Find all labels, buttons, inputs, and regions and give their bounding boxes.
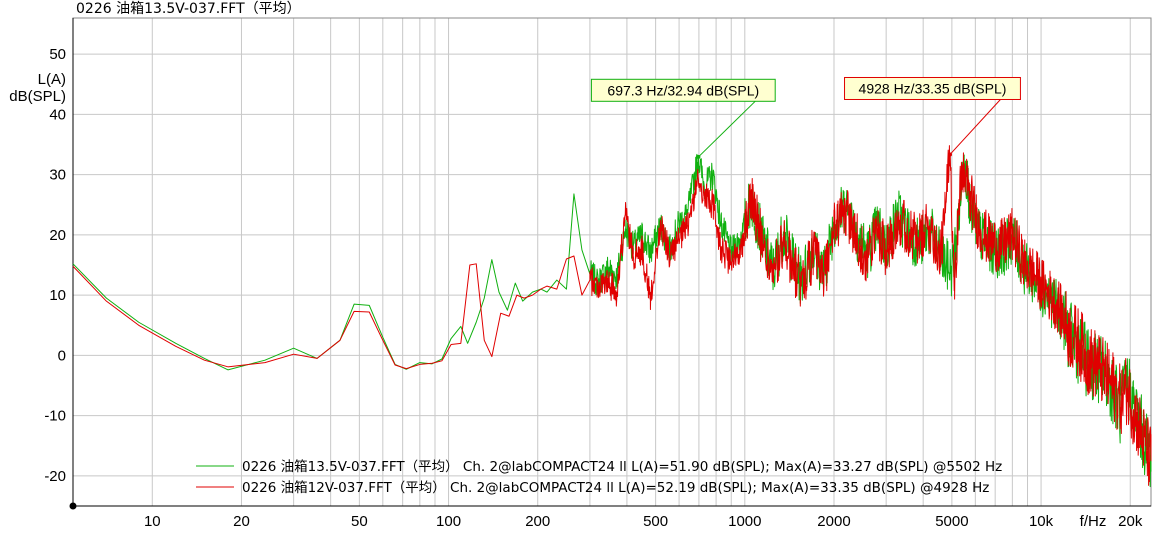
y-axis: 50 40 30 20 10 0 -10 -20 [44,46,66,485]
y-tick-label: 40 [49,106,66,123]
series-layer [72,145,1152,488]
x-axis-label: f/Hz [1080,513,1107,530]
x-tick-label: 20k [1118,513,1143,530]
annotation-box [844,76,1021,100]
annotation-text: 697.3 Hz/32.94 dB(SPL) [607,82,759,98]
x-tick-label: 10k [1029,513,1054,530]
y-tick-label: 50 [49,46,66,63]
y-tick-label: 30 [49,167,66,184]
legend-label-2: 0226 油箱12V-037.FFT（平均） Ch. 2@labCOMPACT2… [242,480,989,496]
chart-title: 0226 油箱13.5V-037.FFT（平均） [76,1,301,17]
y-axis-label-line1: L(A) [38,71,66,88]
x-tick-label: 100 [436,513,461,530]
series-line-1 [72,153,1152,488]
x-tick-label: 1000 [728,513,761,530]
legend-label-1: 0226 油箱13.5V-037.FFT（平均） Ch. 2@labCOMPAC… [242,459,1002,475]
y-tick-label: 0 [58,347,66,364]
annotation-box [590,78,776,102]
plot-frame [72,17,1152,507]
x-tick-label: 10 [144,513,161,530]
y-tick-label: -20 [44,468,66,485]
x-tick-label: 5000 [935,513,968,530]
x-tick-label: 20 [233,513,250,530]
peak-annotation-2: 4928 Hz/33.35 dB(SPL) [844,76,1021,157]
annotation-marker [696,154,701,159]
y-axis-label-line2: dB(SPL) [9,88,66,105]
y-tick-label: 20 [49,227,66,244]
annotation-marker [948,152,953,157]
annotation-leader [698,100,756,158]
legend: 0226 油箱13.5V-037.FFT（平均） Ch. 2@labCOMPAC… [196,459,1002,496]
annotation-leader [949,99,1001,155]
x-axis: 10 20 50 100 200 500 1000 2000 5000 10k 20k [144,513,1143,530]
axis-origin-dot [69,502,77,510]
x-tick-label: 500 [643,513,668,530]
x-tick-label: 200 [525,513,550,530]
series-line-2 [72,145,1152,486]
y-tick-label: 10 [49,287,66,304]
annotation-layer: 697.3 Hz/32.94 dB(SPL) 4928 Hz/33.35 dB(S… [590,76,1021,159]
x-tick-label: 50 [351,513,368,530]
y-tick-label: -10 [44,408,66,425]
annotation-text: 4928 Hz/33.35 dB(SPL) [859,80,1007,96]
peak-annotation-1: 697.3 Hz/32.94 dB(SPL) [590,78,776,159]
x-tick-label: 2000 [817,513,850,530]
